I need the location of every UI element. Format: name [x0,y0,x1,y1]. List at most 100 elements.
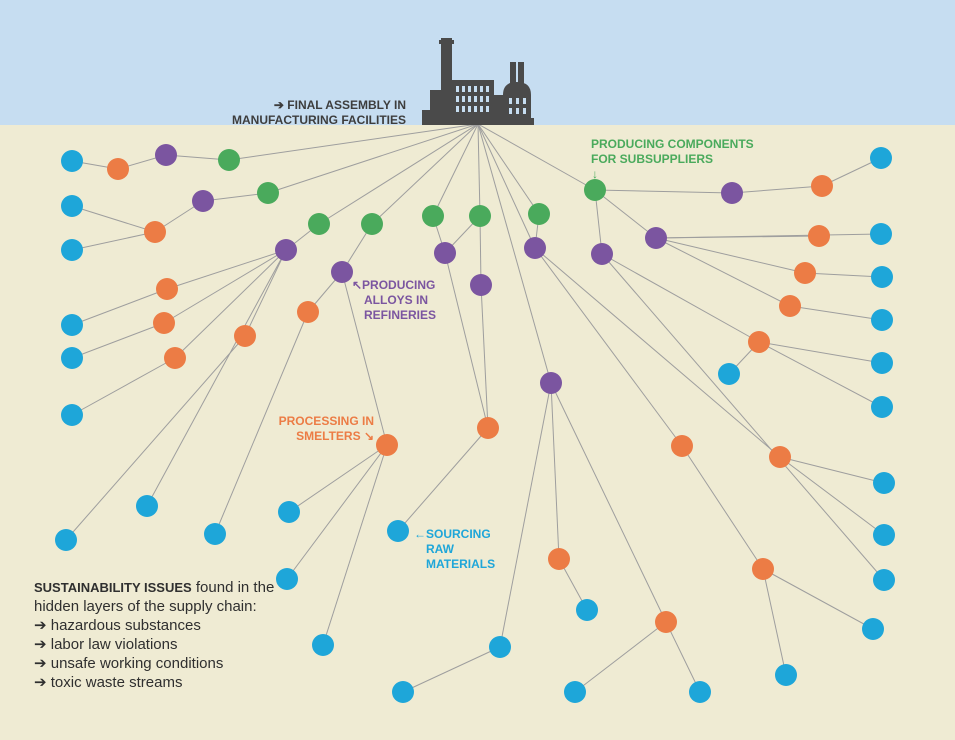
raw-material-node [278,501,300,523]
alloy-node [470,274,492,296]
component-node [257,182,279,204]
sustainability-issues-title: SUSTAINABILITY ISSUES [34,580,192,595]
raw-label-line: ←SOURCING [414,527,495,542]
window-shape [509,98,512,104]
window-shape [474,96,477,102]
alloy-node [591,243,613,265]
smelter-node [548,548,570,570]
smelter-node [234,325,256,347]
raw-material-node [61,195,83,217]
window-shape [486,106,489,112]
raw-material-node [775,664,797,686]
component-node [584,179,606,201]
components-label-line: FOR SUBSUPPLIERS [591,152,754,167]
smelter-node [297,301,319,323]
down-arrow-icon: ↓ [591,167,754,182]
producing-components-label: PRODUCING COMPONENTS FOR SUBSUPPLIERS ↓ [591,137,754,182]
issue-item: ➔ toxic waste streams [34,673,284,692]
component-node [308,213,330,235]
window-shape [509,108,512,114]
producing-alloys-label: ↖PRODUCING ALLOYS IN REFINERIES [352,278,436,323]
component-node [422,205,444,227]
raw-material-node [862,618,884,640]
raw-material-node [312,634,334,656]
window-shape [486,96,489,102]
window-shape [486,86,489,92]
factory-base-shape [422,118,534,125]
issue-item: ➔ hazardous substances [34,616,284,635]
alloy-node [434,242,456,264]
alloy-node [540,372,562,394]
raw-material-node [392,681,414,703]
final-assembly-label: ➔ FINAL ASSEMBLY IN MANUFACTURING FACILI… [200,98,406,128]
window-shape [468,106,471,112]
smelters-label-line: PROCESSING IN [240,414,374,429]
raw-label-line: RAW [414,542,495,557]
raw-material-node [871,352,893,374]
alloys-label-line: ↖PRODUCING [352,278,436,293]
raw-material-node [871,309,893,331]
window-shape [456,86,459,92]
alloy-node [331,261,353,283]
chimney-cap-shape [439,40,454,44]
alloy-node [645,227,667,249]
components-label-line: PRODUCING COMPONENTS [591,137,754,152]
issue-item: ➔ labor law violations [34,635,284,654]
smelter-node [808,225,830,247]
window-shape [480,96,483,102]
smelter-node [164,347,186,369]
raw-material-node [576,599,598,621]
raw-label-line: MATERIALS [414,557,495,572]
raw-material-node [61,404,83,426]
processing-smelters-label: PROCESSING IN SMELTERS ↘ [240,414,374,444]
alloy-node [524,237,546,259]
alloys-label-line: REFINERIES [352,308,436,323]
component-node [361,213,383,235]
raw-material-node [873,569,895,591]
alloy-node [155,144,177,166]
raw-material-node [873,524,895,546]
component-node [528,203,550,225]
smelter-node [376,434,398,456]
alloy-node [721,182,743,204]
smelter-node [107,158,129,180]
raw-material-node [136,495,158,517]
window-shape [474,86,477,92]
smelter-node [156,278,178,300]
raw-material-node [689,681,711,703]
smelter-node [779,295,801,317]
window-shape [480,106,483,112]
raw-material-node [870,147,892,169]
window-shape [462,86,465,92]
window-shape [456,106,459,112]
raw-material-node [870,223,892,245]
issues-list: ➔ hazardous substances ➔ labor law viola… [34,616,284,692]
alloys-label-line: ALLOYS IN [352,293,436,308]
raw-material-node [564,681,586,703]
raw-material-node [55,529,77,551]
smelter-node [671,435,693,457]
smelter-node [794,262,816,284]
final-assembly-label-line: ➔ FINAL ASSEMBLY IN [200,98,406,113]
alloy-node [192,190,214,212]
window-shape [480,86,483,92]
raw-material-node [871,266,893,288]
sustainability-issues: SUSTAINABILITY ISSUES found in the hidde… [34,578,284,692]
issue-item: ➔ unsafe working conditions [34,654,284,673]
window-shape [516,108,519,114]
window-shape [523,98,526,104]
smelter-node [811,175,833,197]
smelter-node [153,312,175,334]
smelter-node [752,558,774,580]
raw-material-node [871,396,893,418]
smelter-node [748,331,770,353]
raw-material-node [718,363,740,385]
smelter-node [477,417,499,439]
window-shape [462,96,465,102]
window-shape [474,106,477,112]
smelter-node [769,446,791,468]
smelter-node [144,221,166,243]
window-shape [468,96,471,102]
raw-material-node [61,347,83,369]
